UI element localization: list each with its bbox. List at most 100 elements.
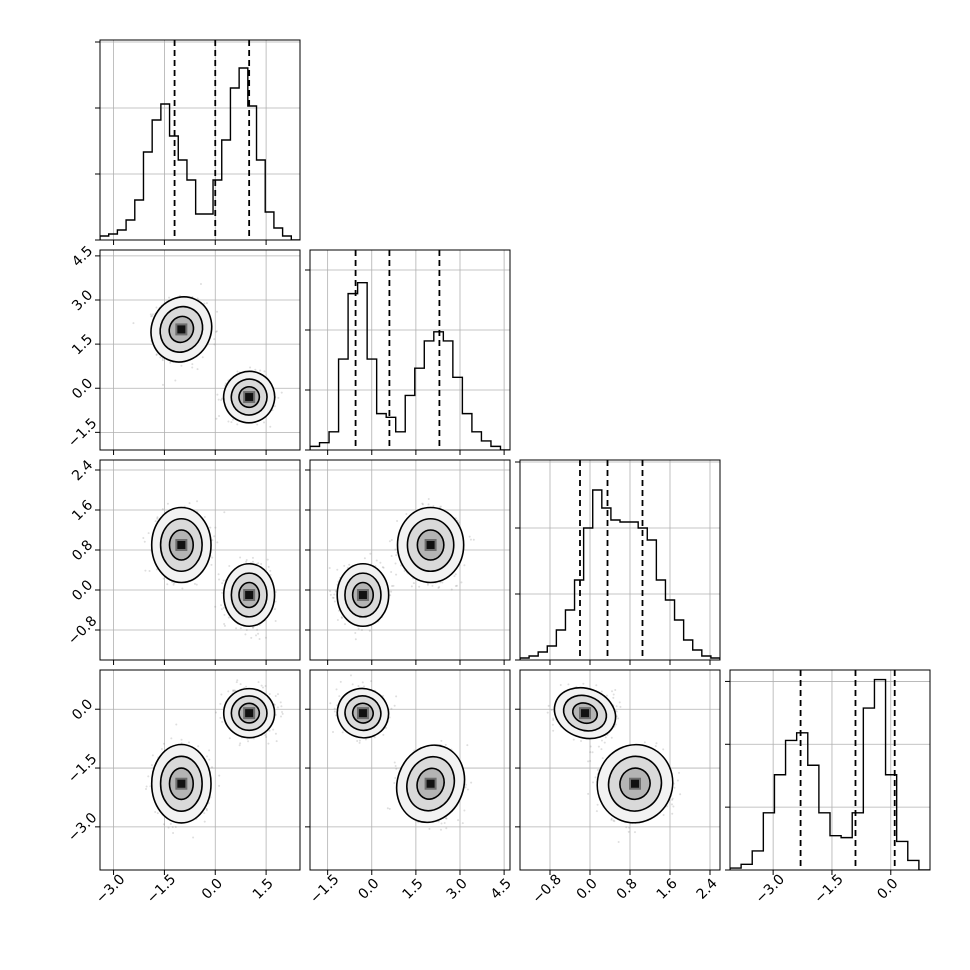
sample-point bbox=[390, 554, 393, 557]
sample-point bbox=[154, 520, 157, 523]
y-tick-label: 0.8 bbox=[69, 537, 96, 564]
sample-point bbox=[360, 628, 363, 631]
sample-point bbox=[472, 538, 475, 541]
sample-point bbox=[144, 569, 147, 572]
panel-1-1 bbox=[305, 249, 511, 455]
sample-point bbox=[336, 619, 339, 622]
panel-frame bbox=[99, 39, 301, 241]
sample-point bbox=[439, 505, 442, 508]
sample-point bbox=[269, 574, 272, 577]
sample-point bbox=[227, 616, 230, 619]
sample-point bbox=[269, 425, 272, 428]
sample-point bbox=[132, 322, 135, 325]
sample-point bbox=[220, 608, 223, 611]
sample-point bbox=[215, 330, 218, 333]
sample-point bbox=[181, 587, 184, 590]
sample-point bbox=[213, 343, 216, 346]
sample-point bbox=[168, 296, 171, 299]
sample-point bbox=[235, 627, 238, 630]
sample-point bbox=[263, 421, 266, 424]
sample-point bbox=[196, 368, 199, 371]
sample-point bbox=[215, 417, 218, 420]
y-tick-label: −0.8 bbox=[65, 613, 100, 648]
sample-point bbox=[394, 562, 397, 565]
sample-point bbox=[257, 632, 260, 635]
sample-point bbox=[214, 605, 217, 608]
sample-point bbox=[223, 624, 226, 627]
sample-point bbox=[252, 626, 255, 629]
sample-point bbox=[334, 590, 337, 593]
sample-point bbox=[267, 565, 270, 568]
sample-point bbox=[343, 564, 346, 567]
sample-point bbox=[427, 497, 430, 500]
sample-point bbox=[148, 570, 151, 573]
y-tick-label: 1.6 bbox=[69, 497, 96, 524]
sample-point bbox=[343, 623, 346, 626]
sample-point bbox=[274, 600, 277, 603]
sample-point bbox=[405, 513, 408, 516]
density-core bbox=[177, 541, 186, 549]
sample-point bbox=[331, 596, 334, 599]
sample-point bbox=[412, 582, 415, 585]
sample-point bbox=[191, 366, 194, 369]
sample-point bbox=[155, 353, 158, 356]
sample-point bbox=[438, 586, 441, 589]
sample-point bbox=[441, 581, 444, 584]
sample-point bbox=[147, 532, 150, 535]
sample-point bbox=[453, 575, 456, 578]
sample-point bbox=[463, 564, 466, 567]
sample-point bbox=[155, 306, 158, 309]
sample-point bbox=[450, 588, 453, 591]
sample-point bbox=[256, 423, 259, 426]
sample-point bbox=[216, 393, 219, 396]
sample-point bbox=[249, 366, 252, 369]
sample-point bbox=[469, 538, 472, 541]
sample-point bbox=[264, 636, 267, 639]
sample-point bbox=[244, 633, 247, 636]
sample-point bbox=[161, 383, 164, 386]
sample-point bbox=[166, 502, 169, 505]
sample-point bbox=[336, 568, 339, 571]
sample-point bbox=[254, 368, 257, 371]
sample-point bbox=[251, 560, 254, 563]
sample-point bbox=[421, 503, 424, 506]
sample-point bbox=[369, 552, 372, 555]
sample-point bbox=[245, 629, 248, 632]
panel-frame bbox=[309, 249, 511, 451]
sample-point bbox=[172, 583, 175, 586]
sample-point bbox=[217, 573, 220, 576]
histogram-step bbox=[100, 67, 300, 240]
sample-point bbox=[236, 370, 239, 373]
sample-point bbox=[277, 396, 280, 399]
sample-point bbox=[280, 391, 283, 394]
sample-point bbox=[454, 584, 457, 587]
panel-frame bbox=[99, 249, 301, 451]
sample-point bbox=[255, 634, 258, 637]
sample-point bbox=[211, 539, 214, 542]
sample-point bbox=[259, 369, 262, 372]
sample-point bbox=[159, 356, 162, 359]
sample-point bbox=[213, 338, 216, 341]
sample-point bbox=[432, 505, 435, 508]
sample-point bbox=[266, 558, 269, 561]
y-tick-label: 3.0 bbox=[69, 287, 96, 314]
sample-point bbox=[455, 584, 458, 587]
sample-point bbox=[239, 627, 242, 630]
sample-point bbox=[155, 568, 158, 571]
y-tick-label: 0.0 bbox=[69, 375, 96, 402]
sample-point bbox=[155, 353, 158, 356]
sample-point bbox=[220, 604, 223, 607]
y-tick-label: 4.5 bbox=[69, 243, 96, 270]
sample-point bbox=[418, 585, 421, 588]
sample-point bbox=[142, 536, 145, 539]
sample-point bbox=[257, 562, 260, 565]
sample-point bbox=[454, 573, 457, 576]
sample-point bbox=[221, 582, 224, 585]
sample-point bbox=[437, 586, 440, 589]
sample-point bbox=[395, 573, 398, 576]
sample-point bbox=[166, 583, 169, 586]
sample-point bbox=[379, 561, 382, 564]
sample-point bbox=[228, 565, 231, 568]
sample-point bbox=[216, 541, 219, 544]
sample-point bbox=[269, 569, 272, 572]
